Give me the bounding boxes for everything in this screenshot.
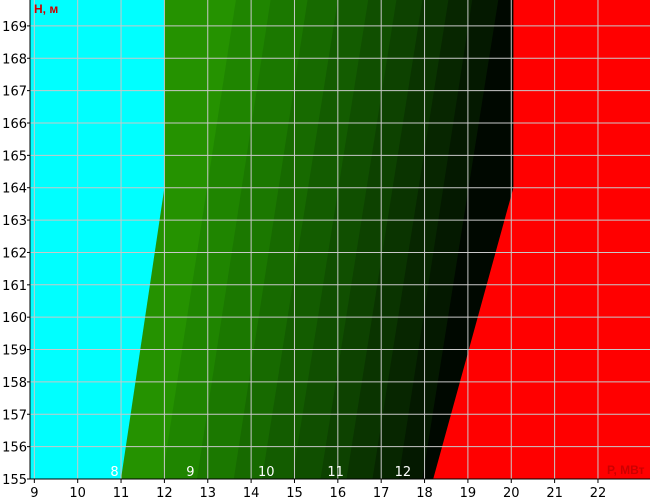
y-tick-label: 162 — [2, 246, 27, 261]
band-label: 12 — [395, 465, 412, 480]
x-tick-label: 14 — [243, 486, 260, 500]
x-tick-label: 17 — [373, 486, 390, 500]
y-tick-label: 169 — [2, 20, 27, 35]
y-tick-label: 163 — [2, 214, 27, 229]
x-tick-label: 10 — [69, 486, 86, 500]
band-label: 9 — [186, 465, 194, 480]
axes — [29, 0, 650, 480]
band-label: 10 — [258, 465, 275, 480]
y-tick-label: 155 — [2, 473, 27, 488]
y-tick-label: 166 — [2, 117, 27, 132]
y-tick-label: 159 — [2, 344, 27, 359]
y-tick-label: 157 — [2, 408, 27, 423]
x-tick-label: 19 — [460, 486, 477, 500]
y-tick-label: 168 — [2, 52, 27, 67]
x-tick-label: 16 — [330, 486, 347, 500]
band-0 — [121, 0, 236, 479]
x-tick-label: 9 — [30, 486, 38, 500]
y-tick-label: 156 — [2, 441, 27, 456]
y-tick-label: 158 — [2, 376, 27, 391]
y-tick-label: 164 — [2, 182, 27, 197]
x-tick-labels: 9 10 11 12 13 14 15 16 17 18 19 20 21 22 — [30, 479, 606, 500]
y-axis-title: H, м — [34, 2, 58, 16]
band-labels: 8 9 10 11 12 — [110, 465, 411, 480]
x-tick-label: 20 — [503, 486, 520, 500]
y-tick-label: 161 — [2, 279, 27, 294]
y-tick-labels: 155 156 157 158 159 160 161 162 163 164 165 166 167 1… — [2, 20, 30, 488]
x-tick-label: 11 — [113, 486, 130, 500]
x-axis-title: P, МВт — [607, 463, 645, 477]
band-label: 8 — [110, 465, 118, 480]
x-tick-label: 12 — [156, 486, 173, 500]
y-tick-label: 160 — [2, 311, 27, 326]
x-tick-label: 18 — [416, 486, 433, 500]
x-tick-label: 21 — [546, 486, 563, 500]
grid-lines — [30, 0, 650, 480]
x-tick-label: 22 — [590, 486, 607, 500]
x-tick-label: 15 — [286, 486, 303, 500]
y-tick-label: 167 — [2, 85, 27, 100]
plot-regions — [30, 0, 650, 479]
x-tick-label: 13 — [199, 486, 216, 500]
left-region — [30, 0, 165, 479]
y-tick-label: 165 — [2, 149, 27, 164]
band-label: 11 — [327, 465, 344, 480]
